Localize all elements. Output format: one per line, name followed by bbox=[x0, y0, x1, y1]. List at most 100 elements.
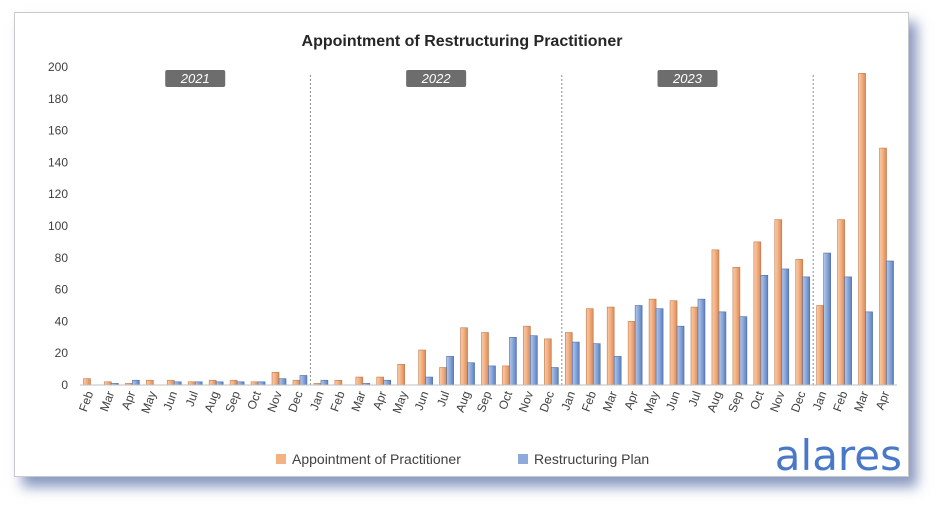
x-tick-label: Sep bbox=[474, 389, 495, 414]
year-labels: 2021 2022 2023 bbox=[165, 70, 718, 87]
bar-restructuring bbox=[781, 268, 790, 386]
y-tick-label: 40 bbox=[55, 314, 69, 328]
y-tick-label: 0 bbox=[61, 378, 68, 392]
bar-appointment bbox=[711, 249, 720, 386]
bar-restructuring bbox=[132, 379, 140, 386]
x-tick-label: Jan bbox=[810, 389, 830, 412]
bar-restructuring bbox=[467, 362, 475, 386]
bar-restructuring bbox=[823, 252, 831, 386]
x-tick-label: Feb bbox=[76, 389, 96, 414]
bar-restructuring bbox=[739, 316, 748, 386]
bar-restructuring bbox=[425, 376, 433, 386]
x-tick-label: Oct bbox=[747, 389, 767, 412]
x-tick-label: Jan bbox=[307, 389, 327, 412]
bar-appointment bbox=[355, 376, 364, 386]
bar-appointment bbox=[837, 219, 845, 386]
bar-restructuring bbox=[802, 276, 811, 386]
y-tick-label: 160 bbox=[48, 124, 68, 138]
bar-appointment bbox=[627, 321, 636, 386]
x-tick-label: Jun bbox=[160, 389, 180, 412]
x-tick-label: Feb bbox=[830, 389, 850, 414]
bar-appointment bbox=[648, 298, 657, 386]
bar-appointment bbox=[795, 259, 804, 386]
x-tick-label: May bbox=[641, 389, 662, 415]
x-tick-label: Nov bbox=[767, 389, 787, 414]
bar-restructuring bbox=[634, 305, 643, 386]
bar-restructuring bbox=[571, 341, 580, 386]
bar-restructuring bbox=[320, 379, 329, 386]
bar-appointment bbox=[858, 73, 866, 386]
bar-appointment bbox=[83, 378, 91, 386]
bars bbox=[83, 73, 894, 386]
x-tick-label: Feb bbox=[579, 389, 599, 414]
bar-appointment bbox=[669, 300, 678, 386]
x-tick-label: Sep bbox=[222, 389, 243, 414]
y-tick-label: 100 bbox=[48, 219, 68, 233]
bar-restructuring bbox=[278, 378, 287, 386]
x-tick-label: Jan bbox=[558, 389, 578, 412]
x-tick-label: Aug bbox=[704, 389, 724, 414]
x-tick-label: Jul bbox=[183, 389, 201, 408]
bar-appointment bbox=[146, 379, 154, 386]
x-tick-label: Jul bbox=[434, 389, 452, 408]
bar-restructuring bbox=[676, 325, 685, 386]
bar-appointment bbox=[418, 349, 426, 386]
x-tick-label: Mar bbox=[851, 389, 871, 413]
x-tick-label: Oct bbox=[496, 389, 516, 412]
bar-appointment bbox=[271, 371, 280, 386]
chart-title: Appointment of Restructuring Practitione… bbox=[302, 33, 623, 50]
x-tick-label: Mar bbox=[97, 389, 117, 413]
year-label: 2022 bbox=[421, 71, 452, 86]
year-label: 2021 bbox=[180, 71, 210, 86]
x-tick-label: Oct bbox=[244, 389, 264, 412]
x-tick-label: Dec bbox=[285, 389, 305, 414]
bar-appointment bbox=[208, 379, 217, 386]
bar-appointment bbox=[481, 332, 489, 386]
legend-swatch-restructuring bbox=[518, 454, 528, 464]
bar-appointment bbox=[166, 379, 175, 386]
bar-appointment bbox=[879, 147, 887, 386]
bar-appointment bbox=[334, 379, 343, 386]
bar-appointment bbox=[439, 367, 447, 386]
legend-swatch-appointment bbox=[276, 454, 286, 464]
x-axis: Feb Mar Apr May Jun Jul Aug Sep Oct Nov Dec Jan Feb M… bbox=[76, 389, 892, 416]
bar-restructuring bbox=[844, 276, 852, 386]
bar-appointment bbox=[376, 376, 385, 386]
bar-restructuring bbox=[592, 343, 601, 386]
x-tick-label: Dec bbox=[788, 389, 808, 414]
bar-restructuring bbox=[613, 356, 622, 386]
bar-restructuring bbox=[446, 356, 454, 386]
x-tick-label: Jun bbox=[663, 389, 683, 412]
x-tick-label: Sep bbox=[725, 389, 746, 414]
year-label: 2023 bbox=[672, 71, 703, 86]
x-tick-label: Mar bbox=[348, 389, 368, 413]
y-tick-label: 180 bbox=[48, 92, 68, 106]
bar-restructuring bbox=[509, 336, 517, 386]
y-tick-label: 80 bbox=[55, 251, 69, 265]
x-tick-label: Feb bbox=[327, 389, 347, 414]
brand-logo: alares bbox=[775, 431, 902, 480]
bar-appointment bbox=[502, 365, 510, 386]
bar-restructuring bbox=[383, 379, 392, 386]
y-axis: 0 20 40 60 80 100 120 140 160 180 200 bbox=[48, 60, 68, 392]
x-tick-label: May bbox=[390, 389, 411, 415]
bar-restructuring bbox=[886, 260, 894, 386]
y-tick-label: 140 bbox=[48, 155, 68, 169]
x-tick-label: Aug bbox=[202, 389, 222, 414]
y-tick-label: 120 bbox=[48, 187, 68, 201]
bar-appointment bbox=[690, 306, 699, 386]
x-tick-label: Jun bbox=[412, 389, 432, 412]
bar-restructuring bbox=[718, 311, 727, 386]
year-label-box bbox=[657, 70, 718, 87]
x-tick-label: May bbox=[138, 389, 159, 415]
bar-appointment bbox=[585, 308, 594, 386]
bar-restructuring bbox=[655, 308, 664, 386]
legend-label-appointment: Appointment of Practitioner bbox=[292, 451, 461, 467]
bar-appointment bbox=[292, 379, 301, 386]
bar-restructuring bbox=[299, 375, 308, 386]
bar-appointment bbox=[523, 325, 531, 386]
bar-appointment bbox=[753, 241, 762, 386]
bar-appointment bbox=[229, 379, 238, 386]
bar-restructuring bbox=[530, 335, 538, 386]
x-tick-label: Dec bbox=[537, 389, 557, 414]
